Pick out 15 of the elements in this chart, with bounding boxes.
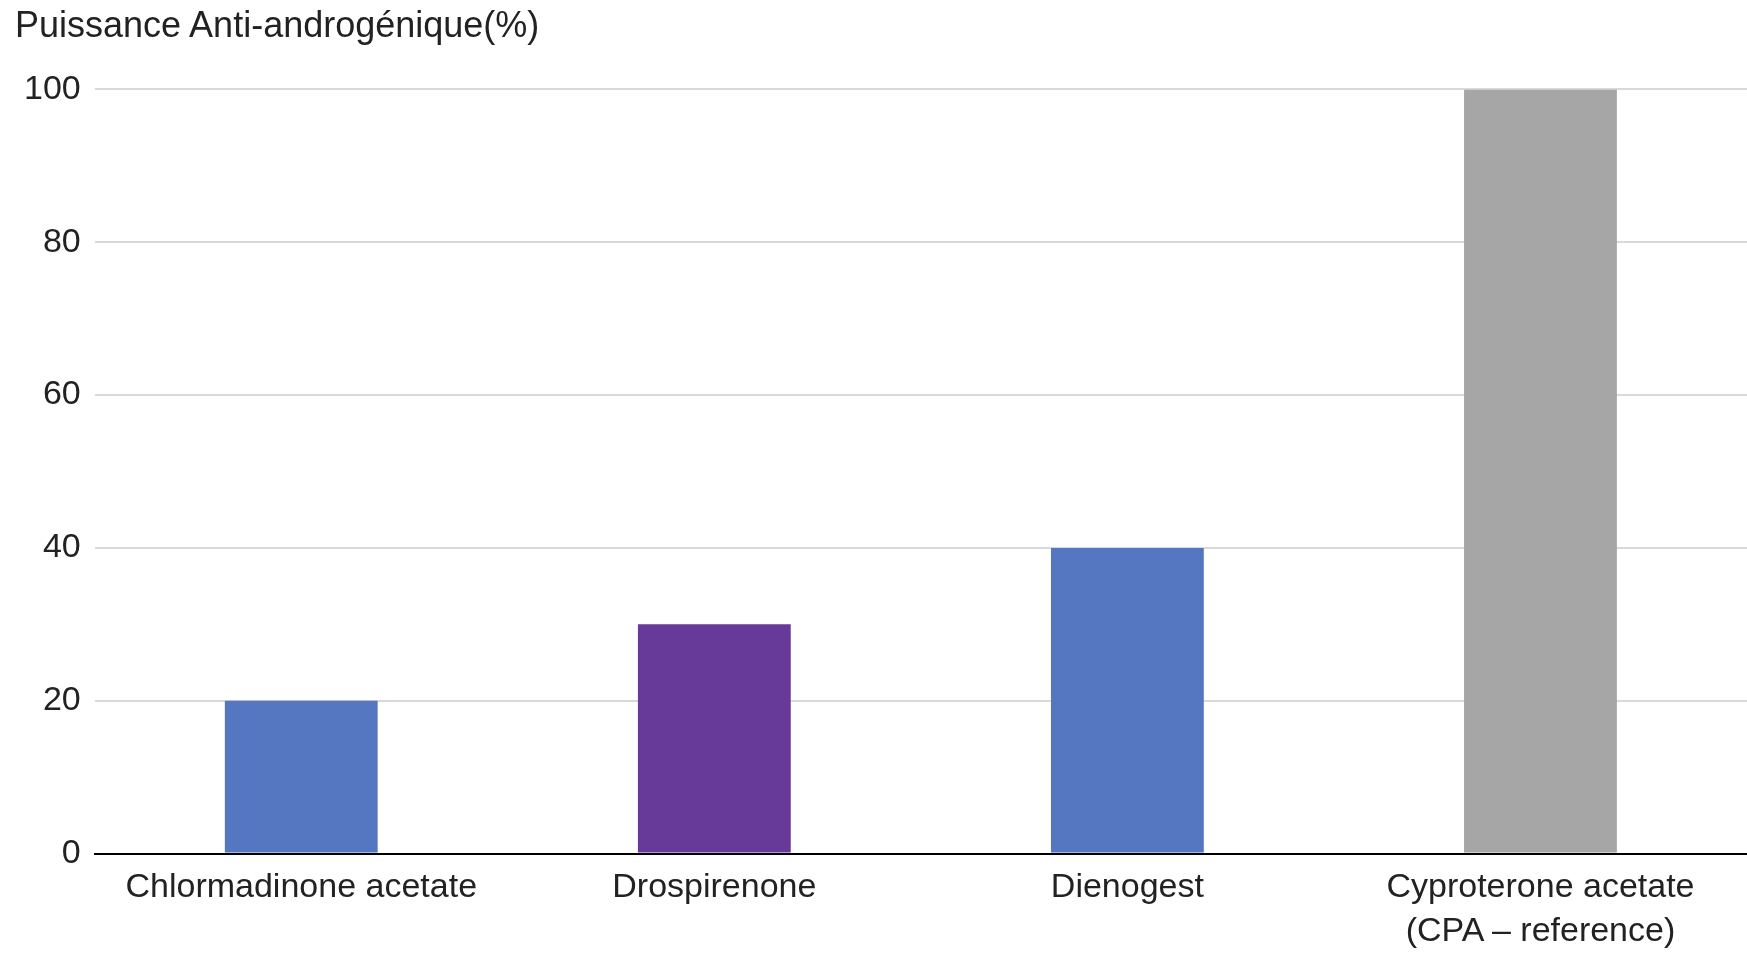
- y-tick-label: 60: [42, 373, 81, 412]
- x-tick-label: Chlormadinone acetate: [125, 866, 478, 905]
- bar: [1050, 547, 1204, 853]
- bar: [1464, 89, 1617, 853]
- bar: [637, 624, 791, 853]
- x-tick-label: Drospirenone: [612, 866, 817, 905]
- y-tick-label: 80: [42, 220, 81, 259]
- y-tick-label: 20: [42, 679, 81, 718]
- y-tick-label: 40: [42, 526, 81, 565]
- y-axis-title: Puissance Anti-androgénique(%): [15, 4, 540, 46]
- y-tick-label: 0: [61, 831, 81, 870]
- x-tick-label: Cyproterone acetate (CPA – reference): [1386, 866, 1695, 949]
- bar: [224, 700, 378, 853]
- x-tick-label: Dienogest: [1050, 866, 1205, 905]
- y-tick-label: 100: [23, 67, 81, 106]
